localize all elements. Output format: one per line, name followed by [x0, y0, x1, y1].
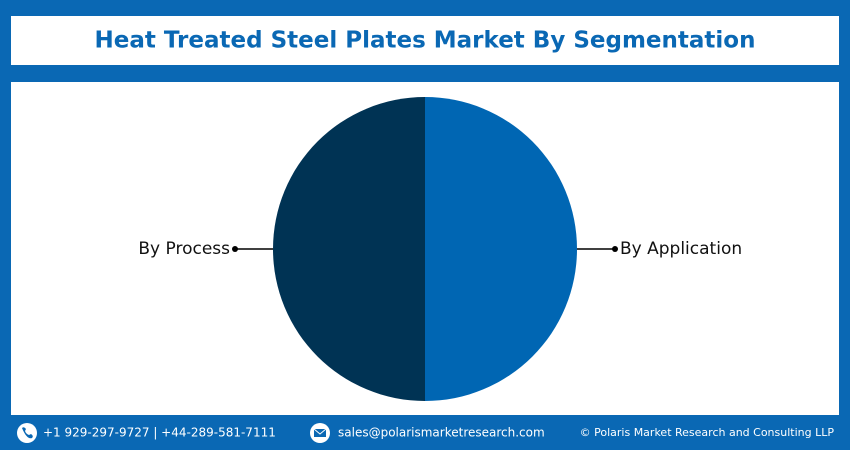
email-glyph: [314, 429, 326, 437]
phone-icon: [17, 423, 37, 443]
pie: By Application By Process: [138, 97, 742, 401]
title-box: [11, 16, 839, 65]
pie-slice: [273, 97, 425, 401]
footer-phone: +1 929-297-9727 | +44-289-581-7111: [43, 426, 276, 440]
footer-copyright: © Polaris Market Research and Consulting…: [580, 426, 835, 439]
slice-label: By Application: [620, 239, 742, 259]
email-flap: [313, 428, 327, 435]
phone-glyph: [22, 427, 33, 439]
pie-slice: [425, 97, 577, 401]
chart-title: Heat Treated Steel Plates Market By Segm…: [95, 28, 756, 54]
slice-label: By Process: [138, 239, 230, 259]
leader-dot: [232, 246, 238, 252]
leader-dot: [612, 246, 618, 252]
footer-email: sales@polarismarketresearch.com: [338, 426, 545, 440]
